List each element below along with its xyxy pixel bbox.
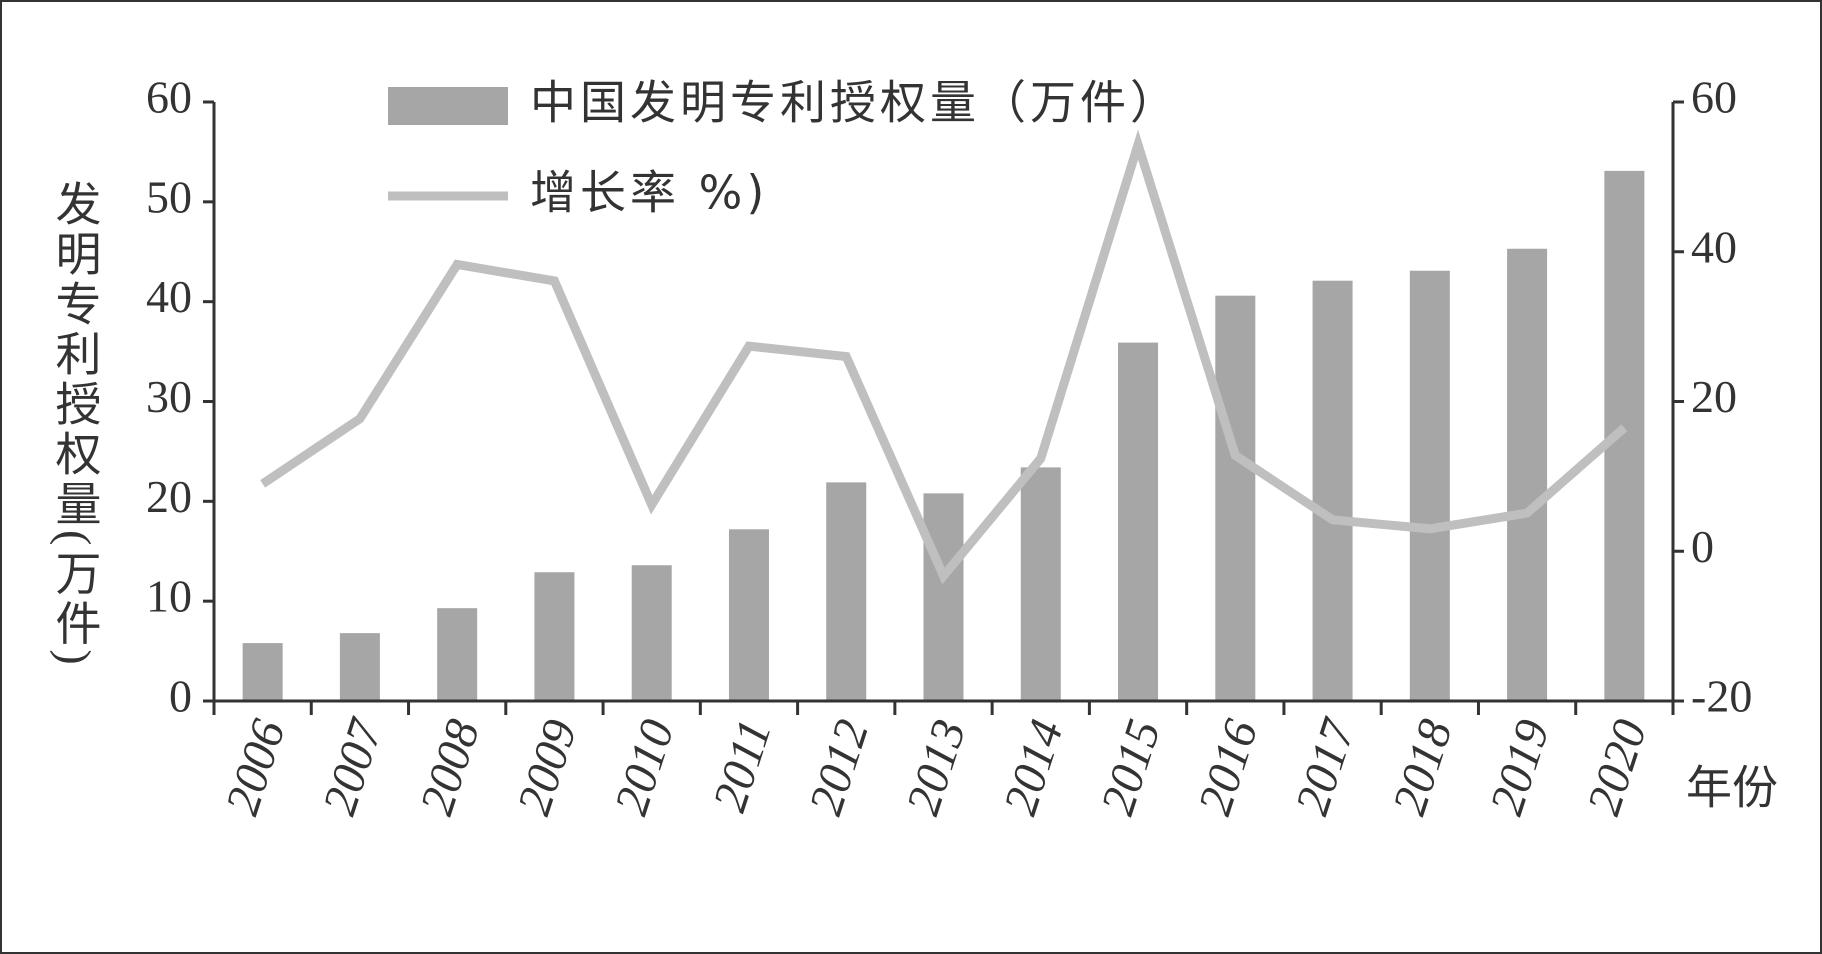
bar	[242, 643, 283, 701]
y-tick-label: 10	[146, 571, 192, 622]
bar	[1507, 248, 1548, 701]
line-series	[260, 129, 1628, 585]
y2-tick-label: 0	[1691, 521, 1714, 572]
bar	[339, 633, 380, 701]
x-axis-label: 年份	[1686, 763, 1778, 814]
bar	[1409, 270, 1450, 701]
y-tick-label: 30	[146, 371, 192, 422]
y2-tick-label: 60	[1691, 72, 1737, 123]
bar	[826, 482, 867, 701]
y-tick-label: 20	[146, 471, 192, 522]
y-tick-label: 60	[146, 72, 192, 123]
legend-swatch	[388, 87, 508, 125]
y-tick-label: 40	[146, 271, 192, 322]
y2-tick-label: 20	[1691, 371, 1737, 422]
bar	[1118, 342, 1159, 701]
y2-tick-label: 40	[1691, 221, 1737, 272]
y-axis-label: 发明专利授权量(万件)	[49, 180, 101, 669]
legend-label: 中国发明专利授权量（万件）	[530, 76, 1180, 130]
bar	[728, 529, 769, 701]
y2-tick-label: -20	[1691, 671, 1752, 722]
bar	[1312, 280, 1353, 701]
y-tick-label: 0	[169, 671, 192, 722]
y-tick-label: 50	[146, 171, 192, 222]
bar	[437, 608, 478, 701]
legend-label: 增长率 %)	[530, 166, 768, 220]
bar	[1215, 295, 1256, 701]
bar	[923, 493, 964, 701]
bar	[631, 565, 672, 701]
bar	[1020, 467, 1061, 701]
bar	[534, 572, 575, 701]
